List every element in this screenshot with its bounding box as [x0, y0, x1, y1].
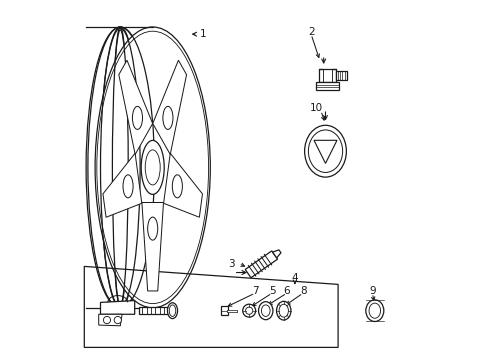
Ellipse shape — [141, 140, 164, 194]
FancyBboxPatch shape — [335, 72, 347, 80]
Polygon shape — [152, 60, 186, 154]
Ellipse shape — [279, 304, 288, 317]
Polygon shape — [163, 153, 202, 217]
Ellipse shape — [132, 106, 142, 129]
Ellipse shape — [276, 301, 290, 320]
Text: 6: 6 — [283, 285, 290, 296]
Ellipse shape — [245, 307, 252, 314]
Ellipse shape — [261, 305, 269, 316]
Ellipse shape — [163, 106, 173, 129]
Ellipse shape — [95, 27, 210, 308]
Text: 10: 10 — [309, 103, 323, 113]
Polygon shape — [119, 60, 152, 154]
Ellipse shape — [304, 125, 346, 177]
Ellipse shape — [88, 27, 152, 308]
FancyBboxPatch shape — [315, 82, 338, 90]
Text: 7: 7 — [251, 285, 258, 296]
Ellipse shape — [169, 305, 175, 316]
Polygon shape — [103, 153, 142, 217]
Polygon shape — [313, 140, 336, 163]
Text: 4: 4 — [291, 273, 298, 283]
Polygon shape — [244, 251, 277, 278]
FancyBboxPatch shape — [221, 306, 227, 315]
Text: 2: 2 — [307, 27, 314, 37]
Polygon shape — [99, 314, 122, 326]
Ellipse shape — [114, 316, 121, 324]
Ellipse shape — [365, 300, 383, 321]
Polygon shape — [101, 301, 134, 314]
Ellipse shape — [242, 304, 255, 317]
Ellipse shape — [145, 150, 160, 185]
Ellipse shape — [258, 302, 272, 320]
Polygon shape — [142, 202, 163, 291]
Ellipse shape — [103, 316, 110, 324]
Ellipse shape — [112, 27, 128, 308]
Ellipse shape — [368, 303, 380, 318]
Ellipse shape — [167, 303, 177, 319]
Ellipse shape — [123, 175, 133, 198]
Text: 3: 3 — [228, 258, 235, 269]
FancyBboxPatch shape — [139, 307, 172, 314]
Ellipse shape — [101, 27, 140, 308]
Text: 9: 9 — [368, 285, 375, 296]
Ellipse shape — [308, 130, 342, 172]
Polygon shape — [272, 250, 281, 258]
Ellipse shape — [147, 217, 158, 240]
Text: 5: 5 — [268, 285, 275, 296]
Ellipse shape — [172, 175, 182, 198]
Text: 1: 1 — [200, 29, 206, 39]
Text: 8: 8 — [299, 285, 306, 296]
FancyBboxPatch shape — [318, 69, 335, 82]
